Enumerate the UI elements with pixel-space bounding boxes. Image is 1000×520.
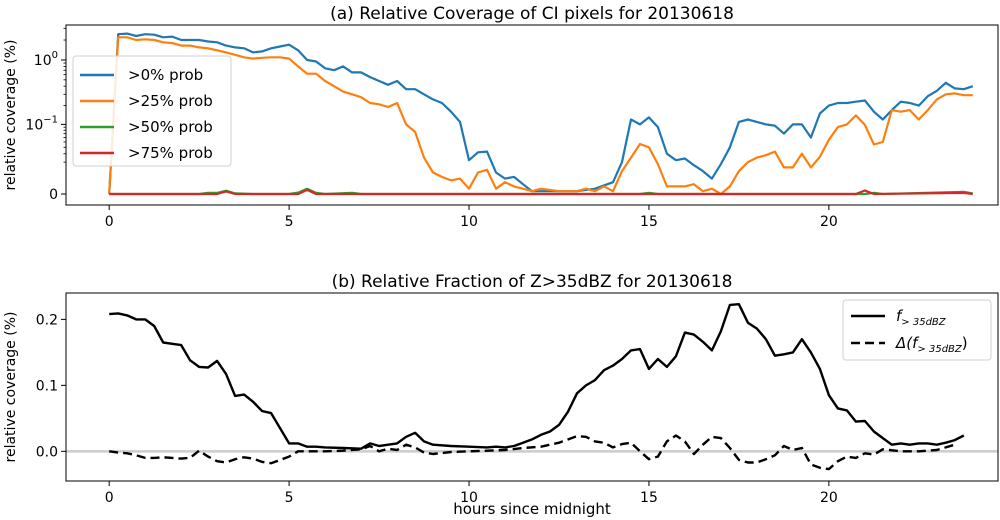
legend-label: >50% prob [128,118,213,136]
panel-b-axes-frame [65,292,999,482]
legend-label: >75% prob [128,144,213,162]
panel-a-ylabel: relative coverage (%) [3,40,19,191]
series-line-1 [109,434,956,471]
panel-a-axes-frame [65,24,999,206]
legend-label: Δ(f> 35dBZ) [895,334,968,355]
series-line-0 [109,303,965,450]
x-tick-label: 5 [285,490,294,506]
x-tick-label: 20 [820,214,838,230]
x-tick-label: 10 [460,214,478,230]
y-tick-label: 0.0 [36,444,58,460]
panel-b-legend: f> 35dBZ Δ(f> 35dBZ) [842,299,992,361]
x-tick-label: 0 [105,214,114,230]
panel-a-legend: >0% prob >25% prob >50% prob >75% prob [72,55,232,167]
panel-b-fraction: (b) Relative Fraction of Z>35dBZ for 201… [3,272,999,518]
y-tick-label: 100 [34,50,58,69]
series-line-0 [108,32,974,195]
x-tick-label: 5 [285,214,294,230]
panel-b-ylabel: relative coverage (%) [3,312,19,463]
x-tick-label: 0 [105,490,114,506]
x-tick-label: 15 [640,214,658,230]
legend-label: >25% prob [128,92,213,110]
legend-label: f> 35dBZ [896,307,947,328]
series-line-3 [109,188,973,196]
series-line-1 [108,36,973,196]
y-tick-label: 10−1 [25,114,58,133]
legend-label: >0% prob [128,66,203,84]
y-tick-label: 0.1 [36,378,58,394]
panel-b-title: (b) Relative Fraction of Z>35dBZ for 201… [332,272,733,292]
panel-a-title: (a) Relative Coverage of CI pixels for 2… [330,4,734,24]
y-tick-label: 0 [49,187,58,203]
x-tick-label: 20 [820,490,838,506]
y-tick-label: 0.2 [36,312,58,328]
x-tick-label: 10 [460,490,478,506]
legend-box [72,55,232,167]
x-tick-label: 15 [640,490,658,506]
panel-a-coverage: (a) Relative Coverage of CI pixels for 2… [3,4,999,230]
x-axis-label: hours since midnight [453,500,611,518]
